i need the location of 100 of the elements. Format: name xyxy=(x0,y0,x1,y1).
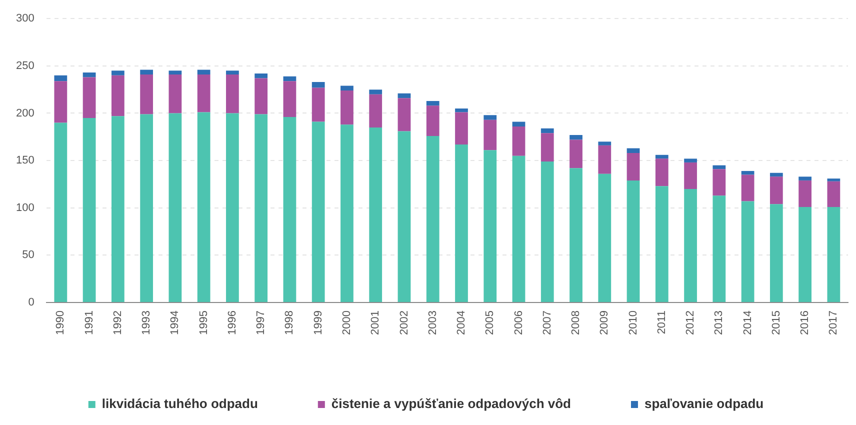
bar xyxy=(827,206,840,302)
x-tick-label: 2011 xyxy=(656,310,668,334)
bar xyxy=(512,122,526,126)
bar xyxy=(254,114,268,302)
bar xyxy=(570,140,582,168)
bar xyxy=(540,162,554,302)
x-tick-label: 2015 xyxy=(770,310,782,336)
bar xyxy=(741,201,754,302)
x-tick-label: 1991 xyxy=(83,310,96,336)
bar xyxy=(312,122,325,302)
bar xyxy=(684,162,697,189)
x-tick-label: 1990 xyxy=(54,310,67,336)
legend-label: spaľovanie odpadu xyxy=(644,396,764,412)
y-tick-label: 50 xyxy=(22,249,34,262)
bar xyxy=(283,76,296,82)
bar xyxy=(598,174,612,302)
bar xyxy=(140,74,153,114)
bar xyxy=(111,116,124,302)
x-tick-label: 1999 xyxy=(312,310,324,336)
bar xyxy=(712,196,726,302)
bar xyxy=(54,122,68,302)
x-tick-label: 2007 xyxy=(541,310,554,336)
x-tick-label: 2008 xyxy=(570,310,582,336)
bar xyxy=(455,112,468,144)
bar xyxy=(168,74,182,114)
y-tick-label: 0 xyxy=(28,296,34,309)
bar xyxy=(484,150,497,302)
y-tick-label: 300 xyxy=(16,12,34,25)
bar xyxy=(655,186,668,302)
bar xyxy=(82,77,96,118)
y-tick-label: 200 xyxy=(16,107,34,120)
bar xyxy=(283,117,296,302)
x-tick-label: 2010 xyxy=(627,310,640,336)
x-tick-label: 2016 xyxy=(799,310,812,336)
bar xyxy=(426,136,440,302)
x-tick-label: 2005 xyxy=(484,310,496,336)
bar xyxy=(827,181,840,207)
y-tick-label: 100 xyxy=(16,202,34,214)
bar xyxy=(626,148,640,153)
x-tick-label: 2014 xyxy=(742,310,754,336)
x-tick-label: 2003 xyxy=(426,310,439,336)
bar xyxy=(770,176,783,204)
bar xyxy=(484,115,497,120)
bar xyxy=(827,178,840,182)
bar xyxy=(82,72,96,78)
bar xyxy=(455,108,468,112)
bar xyxy=(540,128,554,134)
bar xyxy=(684,158,697,162)
x-tick-label: 2012 xyxy=(684,310,697,336)
bar xyxy=(655,154,668,159)
bar xyxy=(312,82,325,88)
bar xyxy=(484,120,497,150)
bar xyxy=(712,169,726,196)
y-tick-label: 250 xyxy=(16,60,34,72)
bar xyxy=(254,73,268,78)
bar xyxy=(626,180,640,302)
bar xyxy=(798,206,812,302)
bar xyxy=(168,70,182,74)
x-tick-label: 2002 xyxy=(398,310,410,336)
legend-label: likvidácia tuhého odpadu xyxy=(102,396,258,412)
x-tick-label: 2004 xyxy=(456,310,468,336)
bar xyxy=(369,90,382,94)
bar xyxy=(140,114,153,302)
x-tick-label: 1993 xyxy=(140,310,153,336)
x-tick-label: 2009 xyxy=(598,310,611,336)
bar xyxy=(226,113,239,302)
bar xyxy=(340,90,354,125)
bar xyxy=(741,170,754,175)
legend-label: čistenie a vypúšťanie odpadových vôd xyxy=(331,396,572,412)
bar xyxy=(741,174,754,202)
bar xyxy=(168,113,182,302)
bar xyxy=(369,127,382,302)
bar xyxy=(197,70,210,74)
bar xyxy=(82,118,96,302)
bar xyxy=(111,70,124,76)
x-tick-label: 1994 xyxy=(169,310,182,336)
bar xyxy=(426,100,440,106)
x-tick-label: 1997 xyxy=(255,310,268,336)
bar xyxy=(226,74,239,114)
bar xyxy=(340,124,354,302)
bar xyxy=(369,94,382,128)
x-tick-label: 2006 xyxy=(512,310,525,336)
x-tick-label: 1992 xyxy=(112,310,124,336)
x-tick-label: 2001 xyxy=(370,310,382,336)
bar xyxy=(398,131,411,302)
bar xyxy=(398,93,411,98)
bar xyxy=(598,145,612,174)
bar xyxy=(655,158,668,186)
x-tick-label: 1998 xyxy=(284,310,296,336)
x-tick-label: 1995 xyxy=(198,310,210,336)
bar xyxy=(570,135,582,140)
bar xyxy=(197,112,210,302)
x-tick-label: 1996 xyxy=(226,310,238,336)
y-tick-label: 150 xyxy=(16,154,34,167)
bar xyxy=(111,75,124,116)
bar xyxy=(340,86,354,91)
bar xyxy=(512,126,526,156)
bar xyxy=(798,176,812,180)
bar xyxy=(283,81,296,118)
bar xyxy=(226,70,239,74)
